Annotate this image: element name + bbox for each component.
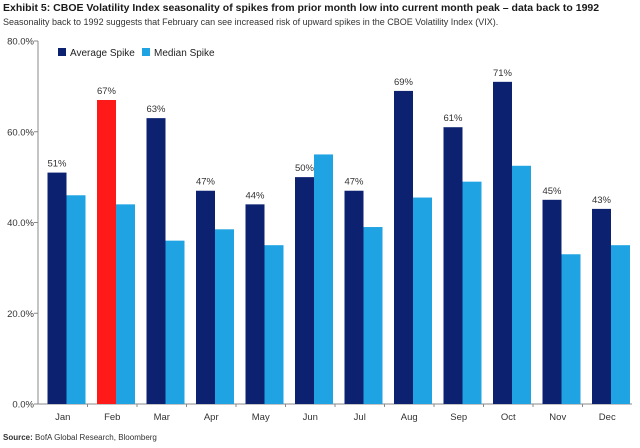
median-spike-bar — [165, 240, 185, 404]
median-spike-bar — [264, 245, 284, 404]
average-spike-bar — [245, 204, 265, 404]
median-spike-bar — [561, 254, 581, 404]
chart-subtitle: Seasonality back to 1992 suggests that F… — [3, 17, 499, 27]
average-spike-label: 47% — [344, 177, 364, 188]
y-tick-label: 0.0% — [12, 400, 34, 411]
average-spike-label: 71% — [493, 68, 513, 79]
median-spike-bar — [215, 229, 234, 404]
average-spike-label: 47% — [196, 177, 216, 188]
legend-label-median: Median Spike — [154, 48, 215, 59]
average-spike-bar — [196, 190, 215, 404]
legend-swatch-median — [142, 48, 150, 56]
chart-title: Exhibit 5: CBOE Volatility Index seasona… — [3, 2, 600, 14]
x-tick-label: Sep — [450, 412, 467, 423]
median-spike-bar — [413, 197, 432, 404]
x-tick-label: Jun — [303, 412, 318, 423]
average-spike-label: 50% — [295, 163, 315, 174]
average-spike-bar — [443, 127, 463, 405]
median-spike-bar — [363, 227, 383, 404]
average-spike-bar — [592, 208, 611, 404]
average-spike-label: 43% — [592, 195, 612, 206]
x-tick-label: Dec — [599, 412, 616, 423]
median-spike-bar — [462, 181, 482, 404]
average-spike-label: 69% — [394, 77, 414, 88]
average-spike-label: 67% — [97, 86, 117, 97]
x-tick-label: Apr — [204, 412, 219, 423]
average-spike-label: 61% — [443, 113, 463, 124]
average-spike-bar — [295, 177, 314, 404]
x-tick-label: Mar — [154, 412, 170, 423]
average-spike-bar — [47, 172, 67, 404]
legend-swatch-average — [58, 48, 66, 56]
average-spike-label: 44% — [245, 190, 265, 201]
median-spike-bar — [611, 245, 630, 404]
average-spike-bar — [344, 190, 364, 404]
y-tick-label: 40.0% — [7, 218, 34, 229]
x-tick-label: Jan — [55, 412, 70, 423]
average-spike-bar — [146, 118, 166, 404]
source-text: BofA Global Research, Bloomberg — [35, 433, 157, 442]
y-tick-label: 60.0% — [7, 127, 34, 138]
x-tick-label: Oct — [501, 412, 516, 423]
average-spike-label: 51% — [47, 159, 67, 170]
median-spike-bar — [116, 204, 135, 404]
average-spike-bar — [97, 99, 116, 405]
average-spike-bar — [394, 90, 413, 404]
x-tick-label: Nov — [549, 412, 566, 423]
average-spike-bar — [493, 81, 512, 405]
x-tick-label: Feb — [104, 412, 120, 423]
average-spike-bar — [542, 199, 562, 404]
median-spike-bar — [314, 154, 333, 404]
source-label: Source: — [3, 433, 33, 442]
average-spike-label: 45% — [542, 186, 562, 197]
y-tick-label: 80.0% — [7, 37, 34, 48]
x-tick-label: Aug — [401, 412, 418, 423]
legend-label-average: Average Spike — [70, 48, 135, 59]
x-tick-label: May — [252, 412, 270, 423]
source-note: Source: BofA Global Research, Bloomberg — [3, 433, 157, 442]
average-spike-label: 63% — [146, 104, 166, 115]
median-spike-bar — [66, 195, 86, 404]
x-tick-label: Jul — [354, 412, 366, 423]
median-spike-bar — [512, 165, 531, 404]
y-tick-label: 20.0% — [7, 309, 34, 320]
